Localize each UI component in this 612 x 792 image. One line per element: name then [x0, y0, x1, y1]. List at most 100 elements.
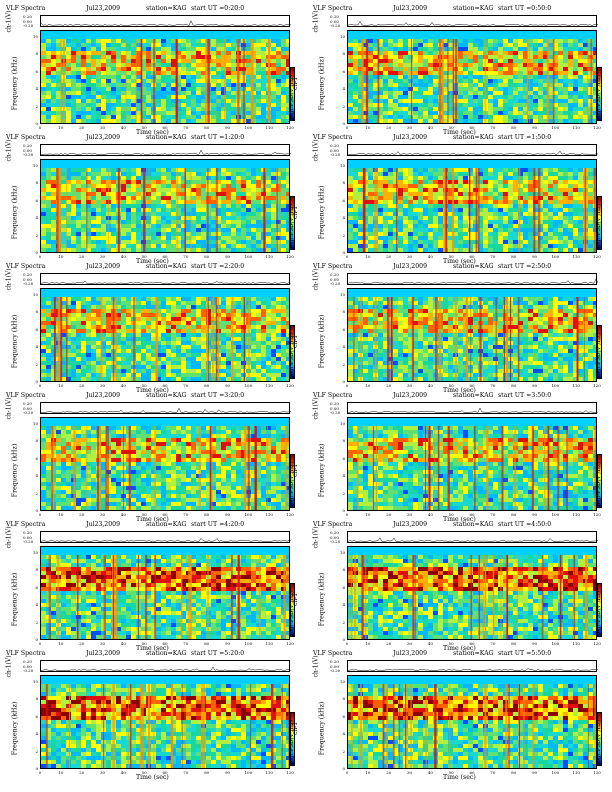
spectrogram-cell: [453, 192, 458, 196]
spectrogram-cell: [111, 232, 116, 236]
spectrogram-cell: [358, 119, 363, 123]
spectrogram-cell: [46, 192, 51, 196]
spectrogram-cell: [216, 176, 221, 180]
spectrogram-cell: [241, 184, 246, 188]
sferic-streak: [469, 168, 471, 252]
spectrogram-cell: [388, 67, 393, 71]
spectrogram-cell: [593, 99, 596, 103]
spectrogram-cell: [81, 208, 86, 212]
spectrogram-cell: [423, 192, 428, 196]
spectrogram-cell: [276, 248, 281, 252]
spectrogram-cell: [191, 115, 196, 119]
spectrogram-cell: [276, 232, 281, 236]
spectrogram-cell: [176, 67, 181, 71]
waveform-plot: [40, 149, 292, 155]
spectrogram-cell: [408, 99, 413, 103]
spectrogram-cell: [413, 47, 418, 51]
spectrogram-cell: [473, 196, 478, 200]
spectrogram-cell: [246, 184, 251, 188]
spectrogram-cell: [86, 208, 91, 212]
spectrogram-cell: [513, 55, 518, 59]
spectrogram-cell: [241, 123, 246, 124]
spectrogram-cell: [543, 43, 548, 47]
spectrogram-cell: [388, 43, 393, 47]
spectrogram-cell: [266, 317, 271, 321]
spectrogram-cell: [71, 83, 76, 87]
spectrogram-cell: [146, 83, 151, 87]
spectrogram-cell: [428, 87, 433, 91]
spectrogram-cell: [428, 55, 433, 59]
spectrogram-cell: [578, 107, 583, 111]
spectrogram-cell: [151, 184, 156, 188]
spectrogram-cell: [136, 305, 141, 309]
spectrogram-cell: [156, 91, 161, 95]
spectrogram-cell: [81, 39, 86, 43]
spectrogram-cell: [251, 321, 256, 325]
spectrogram-cell: [543, 95, 548, 99]
spectrogram-cell: [201, 184, 206, 188]
spectrogram-cell: [478, 248, 483, 252]
sferic-streak: [452, 39, 455, 123]
time-tick-label: 50: [448, 254, 454, 259]
spectrogram-cell: [578, 208, 583, 212]
spectrogram-cell: [398, 228, 403, 232]
spectrogram-cell: [201, 115, 206, 119]
spectrogram-cell: [478, 103, 483, 107]
spectrogram-cell: [513, 212, 518, 216]
sferic-streak: [153, 39, 156, 123]
spectrogram-cell: [71, 212, 76, 216]
spectrogram-cell: [513, 67, 518, 71]
spectrogram-cell: [196, 47, 201, 51]
spectrogram-cell: [121, 172, 126, 176]
spectrogram-cell: [91, 59, 96, 63]
spectrogram-cell: [101, 83, 106, 87]
freq-tick-label: 0: [342, 250, 345, 255]
spectrogram-cell: [171, 75, 176, 79]
spectrogram-cell: [473, 172, 478, 176]
spectrogram-cell: [563, 176, 568, 180]
spectrogram-cell: [251, 172, 256, 176]
spectrogram-cell: [463, 107, 468, 111]
spectrogram-cell: [271, 196, 276, 200]
spectrogram-cell: [286, 176, 289, 180]
spectrogram-cell: [261, 309, 266, 313]
spectrogram-cell: [368, 188, 373, 192]
spectrogram-cell: [353, 123, 358, 124]
spectrogram-cell: [221, 196, 226, 200]
spectrogram-cell: [458, 244, 463, 248]
spectrogram-cell: [206, 252, 211, 253]
spectrogram-cell: [71, 309, 76, 313]
spectrogram-cell: [201, 200, 206, 204]
freq-tick-label: 6: [342, 68, 345, 74]
spectrogram-cell: [121, 196, 126, 200]
spectrogram-cell: [503, 176, 508, 180]
spectrogram-cell: [196, 305, 201, 309]
spectrogram-cell: [433, 196, 438, 200]
spectrogram-cell: [81, 103, 86, 107]
spectrogram-cell: [226, 172, 231, 176]
spectrogram-cell: [383, 83, 388, 87]
spectrogram-cell: [56, 47, 61, 51]
spectrogram-cell: [418, 43, 423, 47]
spectrogram-cell: [493, 216, 498, 220]
spectrogram-cell: [443, 67, 448, 71]
spectrogram-cell: [216, 180, 221, 184]
spectrogram-cell: [106, 107, 111, 111]
spectrogram-cell: [126, 43, 131, 47]
spectrogram-cell: [398, 216, 403, 220]
spectrogram-cell: [353, 107, 358, 111]
spectrogram-cell: [563, 55, 568, 59]
spectrogram-cell: [558, 75, 563, 79]
spectrogram-cell: [478, 220, 483, 224]
spectrogram-cell: [111, 200, 116, 204]
spectrogram-cell: [251, 200, 256, 204]
spectrogram-cell: [136, 236, 141, 240]
spectrogram-cell: [186, 240, 191, 244]
spectrogram-cell: [201, 317, 206, 321]
spectrogram-cell: [488, 188, 493, 192]
spectrogram-cell: [286, 39, 289, 43]
spectrogram-cell: [578, 51, 583, 55]
spectrogram-cell: [563, 216, 568, 220]
spectrogram-cell: [503, 188, 508, 192]
spectrogram-cell: [196, 43, 201, 47]
